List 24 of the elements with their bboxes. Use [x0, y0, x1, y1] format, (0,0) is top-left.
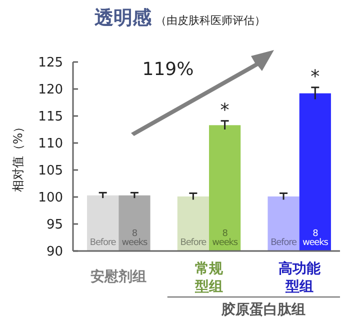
annotation: 119%	[142, 59, 194, 80]
series-label: 8 weeks	[122, 229, 148, 248]
x-tick-label: 安慰剂组	[90, 268, 147, 285]
text: 胶原蛋白肽组	[220, 301, 306, 318]
y-tick-label: 110	[38, 136, 63, 152]
x-tick-label: 常规型组	[194, 261, 224, 295]
y-tick-label: 90	[46, 244, 63, 260]
text: Before	[180, 238, 206, 248]
text: 8 weeks	[302, 229, 328, 248]
y-tick-label: 100	[38, 190, 63, 206]
x-tick-label: 高功能型组	[278, 260, 322, 295]
series-label: Before	[270, 238, 298, 248]
chart-subtitle: （由皮肤科医师评估）	[156, 14, 266, 27]
y-tick-label: 120	[38, 82, 63, 98]
annotation: *	[220, 100, 230, 121]
y-axis-title: 相对值（%）	[11, 120, 25, 192]
y-tick-label: 125	[38, 56, 63, 71]
y-tick-label: 105	[38, 164, 63, 179]
y-tick-label: 115	[38, 110, 63, 125]
annotation: *	[310, 66, 320, 88]
text: 8 weeks	[212, 229, 238, 248]
y-tick-label: 95	[46, 218, 63, 233]
chart-title: 透明感	[94, 7, 152, 29]
text: Before	[90, 238, 116, 248]
